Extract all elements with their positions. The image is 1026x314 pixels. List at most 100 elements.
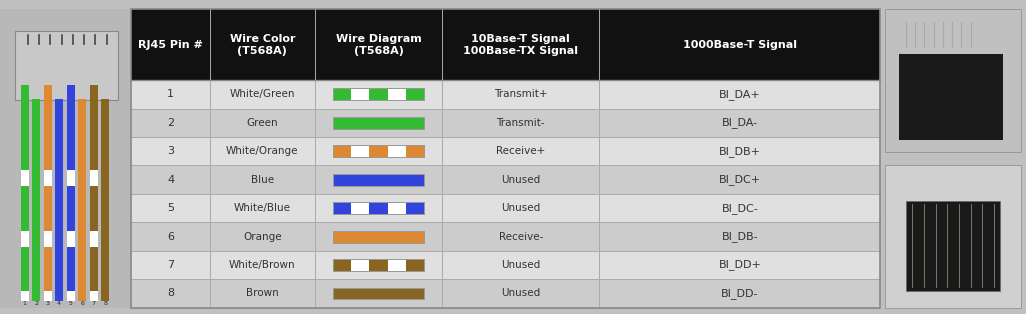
- Text: 5: 5: [167, 203, 174, 213]
- Bar: [131, 165, 880, 194]
- Bar: [15, 31, 118, 100]
- Text: Receive-: Receive-: [499, 232, 543, 241]
- Bar: [102, 99, 110, 301]
- Bar: [369, 202, 388, 214]
- Bar: [332, 202, 425, 214]
- Text: 2: 2: [167, 118, 174, 128]
- Bar: [90, 186, 97, 230]
- Bar: [90, 85, 97, 129]
- Bar: [332, 259, 351, 271]
- Text: BI_DB+: BI_DB+: [719, 146, 761, 157]
- Text: Transmit+: Transmit+: [495, 89, 548, 99]
- Bar: [332, 259, 425, 271]
- Bar: [131, 137, 880, 165]
- Bar: [131, 9, 880, 308]
- Text: White/Orange: White/Orange: [226, 146, 299, 156]
- Text: BI_DA+: BI_DA+: [719, 89, 760, 100]
- Text: White/Blue: White/Blue: [234, 203, 291, 213]
- Text: BI_DD+: BI_DD+: [718, 260, 761, 270]
- Bar: [131, 251, 880, 279]
- Bar: [131, 9, 880, 80]
- Bar: [43, 99, 51, 301]
- Bar: [406, 145, 425, 157]
- Bar: [90, 247, 97, 291]
- Bar: [131, 80, 880, 109]
- Text: 4: 4: [167, 175, 174, 185]
- Text: 2: 2: [34, 301, 38, 306]
- Bar: [131, 109, 880, 137]
- Text: 7: 7: [91, 301, 95, 306]
- Text: 6: 6: [167, 232, 174, 241]
- Text: Green: Green: [246, 118, 278, 128]
- Bar: [78, 99, 86, 301]
- Bar: [21, 186, 29, 230]
- Text: Transmit-: Transmit-: [497, 118, 545, 128]
- Bar: [885, 165, 1021, 308]
- Text: RJ45 Pin #: RJ45 Pin #: [139, 40, 203, 50]
- Bar: [21, 247, 29, 291]
- Text: 1: 1: [167, 89, 174, 99]
- Text: BI_DB-: BI_DB-: [721, 231, 758, 242]
- Text: BI_DC+: BI_DC+: [719, 174, 761, 185]
- Text: Orange: Orange: [243, 232, 282, 241]
- Text: 3: 3: [45, 301, 49, 306]
- Text: 5: 5: [69, 301, 73, 306]
- Bar: [21, 85, 29, 129]
- Text: Wire Diagram
(T568A): Wire Diagram (T568A): [336, 34, 422, 56]
- Bar: [332, 145, 425, 157]
- Bar: [21, 99, 29, 301]
- Text: 8: 8: [104, 301, 108, 306]
- Bar: [332, 145, 351, 157]
- Text: 1000Base-T Signal: 1000Base-T Signal: [683, 40, 797, 50]
- Bar: [369, 259, 388, 271]
- Bar: [67, 186, 75, 230]
- Bar: [332, 88, 351, 100]
- Bar: [332, 88, 425, 100]
- Bar: [67, 99, 75, 301]
- Text: 4: 4: [57, 301, 62, 306]
- Text: Brown: Brown: [246, 289, 279, 299]
- Bar: [332, 230, 425, 242]
- Bar: [406, 259, 425, 271]
- Bar: [332, 288, 425, 300]
- Bar: [90, 125, 97, 170]
- Bar: [67, 125, 75, 170]
- Text: 1: 1: [23, 301, 27, 306]
- Text: 7: 7: [167, 260, 174, 270]
- Bar: [332, 88, 425, 100]
- Bar: [332, 174, 425, 186]
- Bar: [332, 202, 351, 214]
- Bar: [43, 85, 51, 129]
- Bar: [131, 279, 880, 308]
- Bar: [32, 99, 40, 301]
- Bar: [369, 88, 388, 100]
- Text: Unused: Unused: [501, 289, 541, 299]
- Text: Wire Color
(T568A): Wire Color (T568A): [230, 34, 295, 56]
- Text: BI_DD-: BI_DD-: [721, 288, 758, 299]
- Bar: [90, 99, 97, 301]
- Bar: [131, 194, 880, 222]
- Text: Blue: Blue: [250, 175, 274, 185]
- Text: BI_DA-: BI_DA-: [722, 117, 758, 128]
- Bar: [332, 117, 425, 129]
- Bar: [21, 125, 29, 170]
- Text: 10Base-T Signal
100Base-TX Signal: 10Base-T Signal 100Base-TX Signal: [464, 34, 579, 56]
- Text: Unused: Unused: [501, 203, 541, 213]
- Text: 6: 6: [80, 301, 84, 306]
- Bar: [332, 202, 425, 214]
- Text: 3: 3: [167, 146, 174, 156]
- Bar: [0, 9, 131, 308]
- Bar: [332, 145, 425, 157]
- Bar: [55, 99, 64, 301]
- Bar: [43, 125, 51, 170]
- Bar: [332, 259, 425, 271]
- Text: White/Brown: White/Brown: [229, 260, 295, 270]
- Text: White/Green: White/Green: [230, 89, 295, 99]
- Bar: [131, 222, 880, 251]
- Bar: [899, 54, 1003, 140]
- Text: 8: 8: [167, 289, 174, 299]
- Text: Unused: Unused: [501, 175, 541, 185]
- Bar: [43, 186, 51, 230]
- Bar: [406, 202, 425, 214]
- Bar: [369, 145, 388, 157]
